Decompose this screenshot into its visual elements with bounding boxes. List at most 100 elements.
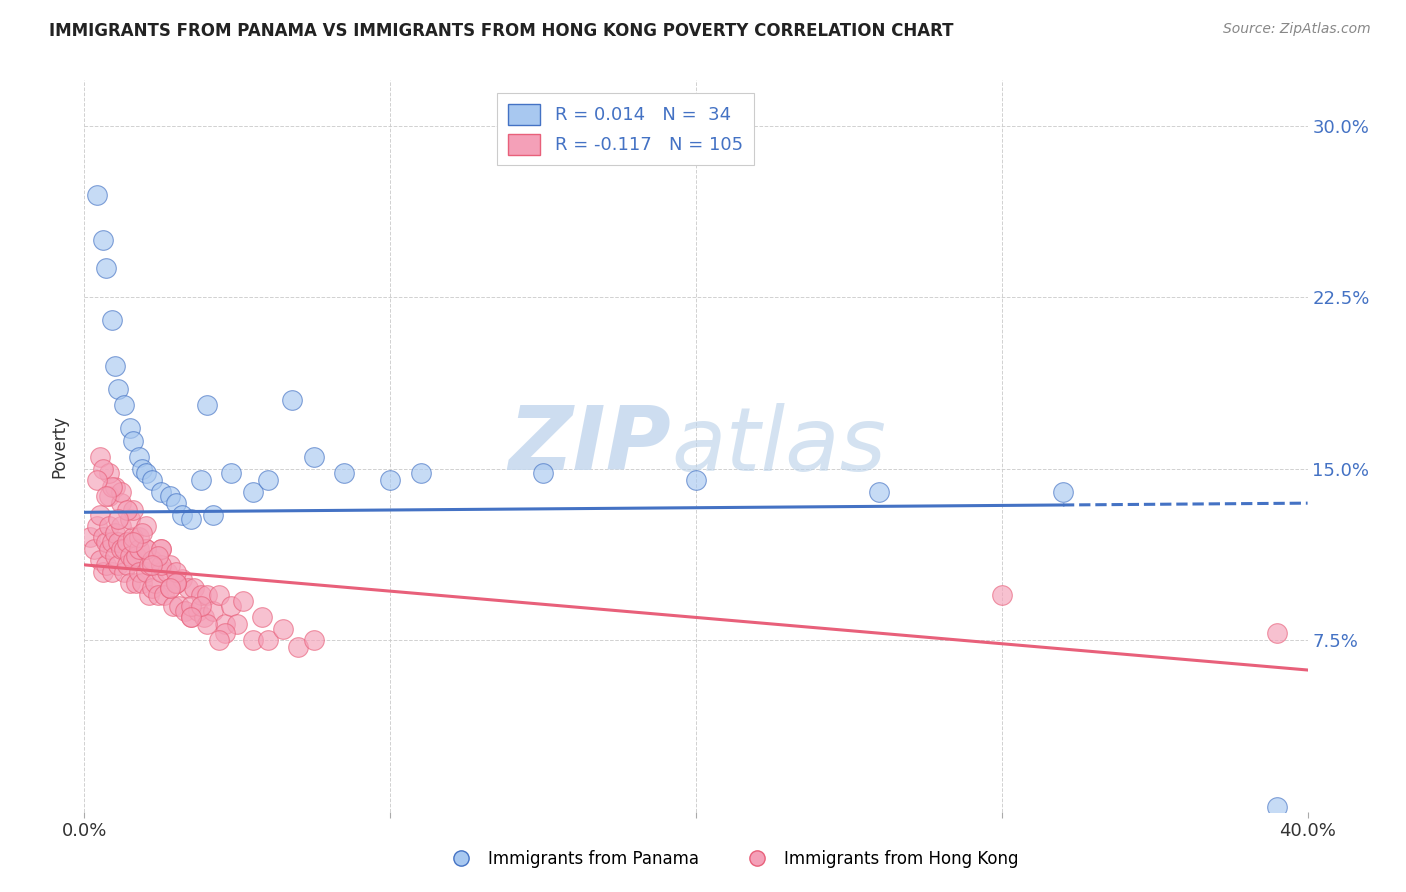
Point	[138, 588, 160, 602]
Text: IMMIGRANTS FROM PANAMA VS IMMIGRANTS FROM HONG KONG POVERTY CORRELATION CHART: IMMIGRANTS FROM PANAMA VS IMMIGRANTS FRO…	[49, 22, 953, 40]
Point	[149, 565, 172, 579]
Point	[180, 610, 202, 624]
Point	[135, 565, 157, 579]
Point	[141, 581, 163, 595]
Point	[180, 512, 202, 526]
Point	[135, 519, 157, 533]
Point	[122, 434, 145, 449]
Point	[250, 610, 273, 624]
Point	[149, 558, 172, 572]
Point	[159, 581, 181, 595]
Point	[380, 473, 402, 487]
Point	[287, 640, 309, 655]
Point	[125, 549, 148, 563]
Point	[110, 541, 132, 556]
Point	[219, 599, 242, 613]
Point	[101, 565, 124, 579]
Point	[153, 588, 176, 602]
Point	[91, 565, 114, 579]
Point	[122, 535, 145, 549]
Point	[120, 576, 142, 591]
Point	[162, 599, 184, 613]
Point	[409, 467, 432, 481]
Point	[122, 553, 145, 567]
Point	[128, 450, 150, 465]
Point	[112, 565, 135, 579]
Point	[107, 382, 129, 396]
Point	[195, 398, 218, 412]
Point	[190, 473, 212, 487]
Point	[115, 558, 138, 572]
Point	[112, 398, 135, 412]
Point	[110, 496, 132, 510]
Text: ZIP: ZIP	[509, 402, 672, 490]
Point	[165, 576, 187, 591]
Point	[159, 581, 181, 595]
Point	[149, 541, 172, 556]
Point	[1265, 800, 1288, 814]
Point	[172, 572, 194, 586]
Point	[1265, 626, 1288, 640]
Point	[97, 541, 120, 556]
Point	[195, 588, 218, 602]
Point	[79, 530, 101, 544]
Point	[281, 393, 304, 408]
Point	[122, 503, 145, 517]
Point	[165, 496, 187, 510]
Point	[104, 549, 127, 563]
Point	[180, 599, 202, 613]
Point	[107, 558, 129, 572]
Point	[86, 473, 108, 487]
Point	[165, 576, 187, 591]
Point	[156, 565, 179, 579]
Point	[120, 421, 142, 435]
Point	[107, 535, 129, 549]
Point	[167, 599, 190, 613]
Point	[89, 553, 111, 567]
Point	[104, 480, 127, 494]
Point	[201, 508, 224, 522]
Legend: Immigrants from Panama, Immigrants from Hong Kong: Immigrants from Panama, Immigrants from …	[437, 844, 1025, 875]
Point	[135, 541, 157, 556]
Point	[128, 541, 150, 556]
Text: Source: ZipAtlas.com: Source: ZipAtlas.com	[1223, 22, 1371, 37]
Point	[110, 519, 132, 533]
Point	[219, 467, 242, 481]
Point	[91, 233, 114, 247]
Point	[135, 541, 157, 556]
Point	[86, 519, 108, 533]
Point	[149, 541, 172, 556]
Point	[101, 480, 124, 494]
Legend: R = 0.014   N =  34, R = -0.117   N = 105: R = 0.014 N = 34, R = -0.117 N = 105	[498, 93, 754, 165]
Point	[302, 450, 325, 465]
Point	[165, 576, 187, 591]
Point	[128, 565, 150, 579]
Point	[180, 610, 202, 624]
Point	[208, 633, 231, 648]
Point	[89, 450, 111, 465]
Point	[183, 581, 205, 595]
Point	[141, 473, 163, 487]
Point	[685, 473, 707, 487]
Point	[120, 512, 142, 526]
Point	[94, 489, 117, 503]
Point	[1052, 484, 1074, 499]
Point	[135, 467, 157, 481]
Point	[115, 503, 138, 517]
Point	[214, 617, 236, 632]
Point	[174, 604, 197, 618]
Point	[104, 359, 127, 373]
Point	[83, 541, 105, 556]
Point	[131, 576, 153, 591]
Point	[149, 484, 172, 499]
Point	[302, 633, 325, 648]
Point	[97, 467, 120, 481]
Point	[128, 530, 150, 544]
Point	[172, 508, 194, 522]
Point	[141, 553, 163, 567]
Point	[91, 462, 114, 476]
Point	[214, 626, 236, 640]
Point	[89, 508, 111, 522]
Point	[122, 530, 145, 544]
Point	[257, 473, 280, 487]
